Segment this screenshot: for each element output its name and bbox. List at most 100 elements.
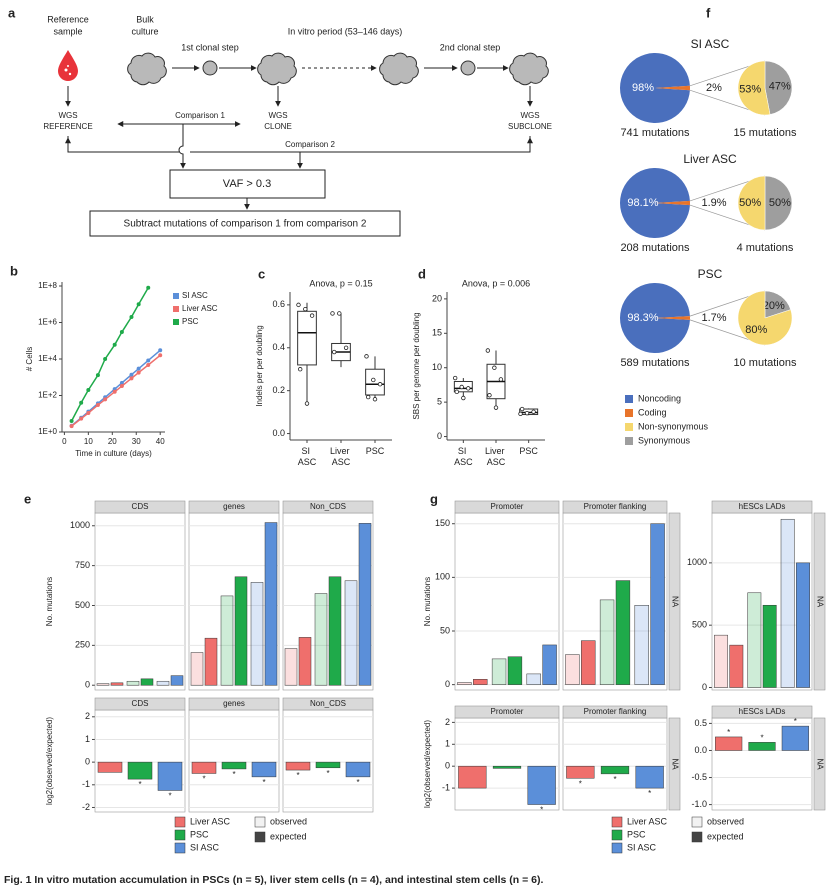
pie-label: 50% [739,197,761,209]
x-tick-label: Liver ASC [485,446,507,467]
bar [581,640,596,685]
data-point [103,397,108,402]
data-point [519,406,525,412]
x-axis-label: Time in culture (days) [75,449,152,458]
data-point [531,409,536,414]
bar [507,656,523,685]
annotation: Anova, p = 0.15 [309,278,372,288]
bar [264,522,278,686]
data-point [498,377,504,382]
strip-label: NA [815,596,824,608]
bar [344,580,358,686]
bar [156,680,170,686]
facet-title: genes [223,699,245,708]
legend-swatch [691,816,703,828]
data-point [112,342,117,347]
bar [345,761,371,778]
y-tick-label: 0.6 [272,299,285,309]
facet-title: Promoter flanking [584,502,647,511]
data-point [309,313,315,318]
x-tick-label: Liver ASC [330,446,352,467]
data-point [146,362,151,367]
y-tick-label: 1E+6 [38,318,57,327]
pie-label: 20% [763,300,785,312]
pie-total: 10 mutations [734,357,797,369]
pie-label: 1.7% [701,312,726,324]
significance-mark: * [202,775,205,784]
legend-label: observed [270,816,307,826]
y-tick-label: 1000 [687,557,707,567]
comparison-label: Comparison 2 [285,140,335,149]
comparison-label: Comparison 1 [175,111,225,120]
bar [473,679,488,685]
y-tick-label: 10 [432,362,442,372]
bar [157,761,183,791]
data-point [119,330,124,335]
pie-total: 4 mutations [737,242,794,254]
data-point [518,411,523,417]
y-tick-label: 1E+4 [38,354,57,363]
significance-mark: * [760,733,763,742]
pie-title: Liver ASC [683,152,737,166]
data-point [454,389,459,395]
legend-label: Liver ASC [627,816,668,826]
facet-panel [711,512,813,691]
legend-label: SI ASC [190,842,220,852]
pie-total: 589 mutations [620,357,690,369]
legend-label: Non-synonymous [638,421,709,431]
bar [250,582,264,686]
pie-total: 741 mutations [620,127,690,139]
bar [220,595,234,686]
pie-label: 47% [769,81,791,93]
panel-letter: f [706,5,711,20]
legend-label: Noncoding [638,393,681,403]
pie-slice [655,200,690,206]
facet-strip [668,717,681,811]
blood-dot [67,65,69,67]
x-tick-label: PSC [366,446,385,456]
facet-title: Promoter flanking [584,707,647,716]
facet-strip [282,500,374,514]
data-point [129,315,134,320]
legend-swatch [611,842,623,854]
data-point [95,373,100,378]
y-tick-label: -2 [82,802,90,812]
legend-swatch [173,293,179,299]
y-tick-label: 50 [440,625,450,635]
bar [780,518,795,688]
series-line [70,287,149,422]
bar [190,652,204,686]
data-point [69,419,74,424]
single-cell [202,60,218,76]
data-point [146,285,151,290]
legend-swatch [625,409,633,417]
legend-swatch [254,816,266,828]
facet-strip [711,500,813,514]
bar [729,644,744,688]
data-point [103,357,108,361]
bar [748,742,776,751]
wgs-label: CLONE [264,122,292,131]
significance-mark: * [262,778,265,787]
data-point [79,416,84,421]
bar [650,523,665,685]
data-point [492,365,497,370]
bar [615,580,631,685]
legend-swatch [691,831,703,843]
legend-swatch [611,816,623,828]
pie-slice [620,168,690,238]
panel-letter: a [8,5,16,20]
y-tick-label: 1 [85,734,90,744]
wgs-label: WGS [520,111,539,120]
x-tick-label: 30 [132,437,141,446]
data-point [158,353,163,358]
y-tick-label: 150 [435,518,450,528]
bar [96,683,110,686]
bar [526,673,541,685]
pie-slice [655,316,690,320]
facet-strip [562,705,668,719]
y-tick-label: 0.5 [694,718,707,728]
legend-swatch [173,319,179,325]
facet-strip [562,500,668,514]
significance-mark: * [232,770,235,779]
